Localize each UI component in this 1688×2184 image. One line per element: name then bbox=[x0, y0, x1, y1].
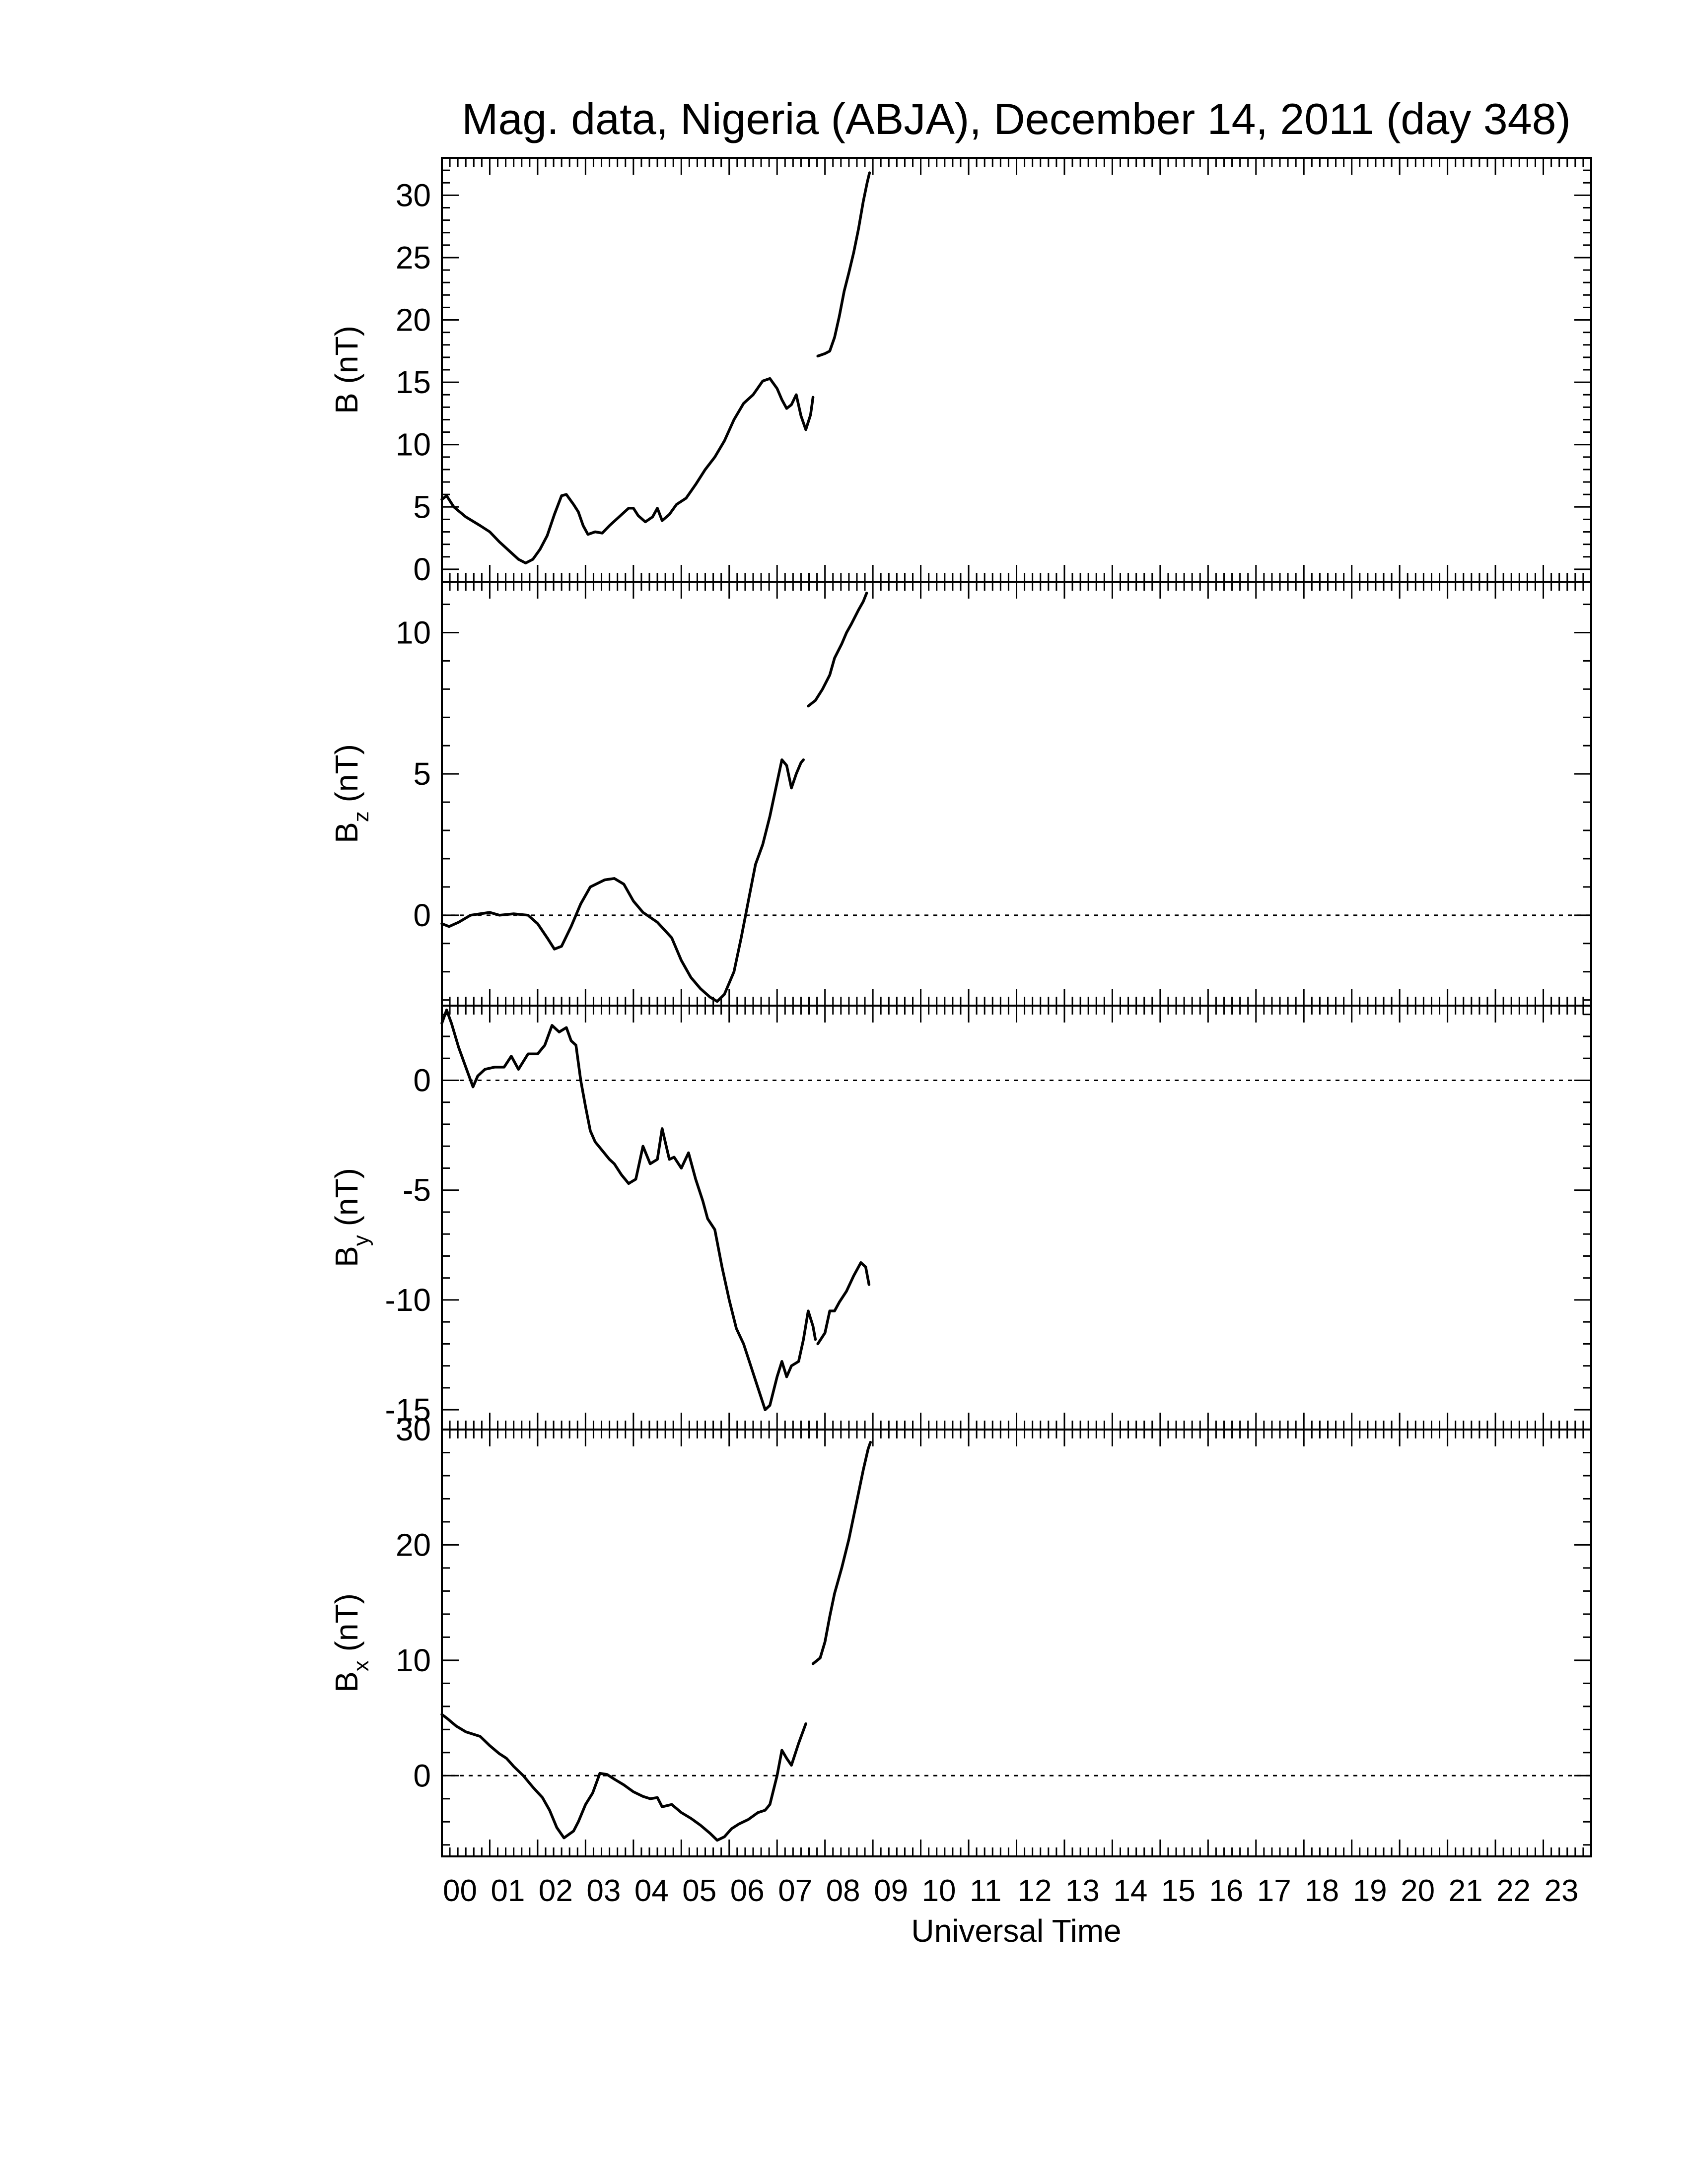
chart-panels: 0 5 10 15 20 25 30 B (nT) 0 5 10 Bz (nT) -15 -10 -5 0 By… bbox=[329, 157, 1592, 1857]
x-tick-label: 09 bbox=[874, 1874, 908, 1908]
y-tick-label: 10 bbox=[396, 1642, 431, 1678]
series-line-bz bbox=[440, 758, 805, 1003]
y-tick-label: -5 bbox=[403, 1172, 431, 1208]
y-axis-label: Bz (nT) bbox=[329, 744, 373, 843]
y-tick-label: 15 bbox=[396, 364, 431, 400]
y-axis-label: By (nT) bbox=[329, 1168, 373, 1267]
y-tick-label: 25 bbox=[396, 240, 431, 275]
y-tick-label: 30 bbox=[396, 177, 431, 213]
y-tick-label: 0 bbox=[413, 1758, 431, 1793]
y-tick-label: 0 bbox=[413, 1062, 431, 1098]
y-tick-label: 30 bbox=[396, 1412, 431, 1447]
chart-title: Mag. data, Nigeria (ABJA), December 14, … bbox=[462, 94, 1571, 143]
y-tick-label: 5 bbox=[413, 756, 431, 792]
x-tick-labels: 00 01 02 03 04 05 06 07 08 09 10 11 12 13 14 15 16 17 18 19… bbox=[443, 1874, 1579, 1908]
y-tick-label: -15 bbox=[385, 1392, 431, 1428]
x-tick-label: 19 bbox=[1353, 1874, 1387, 1908]
series-line-by bbox=[440, 1009, 817, 1411]
series-line-by bbox=[816, 1261, 871, 1346]
x-axis-label: Universal Time bbox=[911, 1913, 1121, 1949]
x-tick-label: 00 bbox=[443, 1874, 477, 1908]
x-tick-label: 17 bbox=[1257, 1874, 1291, 1908]
x-tick-label: 10 bbox=[922, 1874, 956, 1908]
series-line-bz bbox=[807, 592, 868, 708]
x-tick-label: 16 bbox=[1209, 1874, 1243, 1908]
x-tick-label: 03 bbox=[586, 1874, 621, 1908]
y-tick-label: 5 bbox=[413, 489, 431, 525]
y-tick-label: 0 bbox=[413, 551, 431, 587]
y-axis-label: B (nT) bbox=[329, 326, 364, 414]
series-line-b bbox=[440, 377, 815, 565]
x-tick-label: 01 bbox=[491, 1874, 525, 1908]
y-tick-label: 0 bbox=[413, 897, 431, 933]
x-tick-label: 13 bbox=[1065, 1874, 1100, 1908]
x-tick-label: 12 bbox=[1018, 1874, 1052, 1908]
y-tick-label: 20 bbox=[396, 302, 431, 338]
x-tick-label: 11 bbox=[970, 1874, 1001, 1908]
x-tick-label: 02 bbox=[539, 1874, 573, 1908]
series-line-bx bbox=[440, 1713, 807, 1842]
x-tick-label: 20 bbox=[1401, 1874, 1435, 1908]
panel-b: 0 5 10 15 20 25 30 B (nT) bbox=[329, 157, 1592, 587]
x-tick-label: 08 bbox=[826, 1874, 860, 1908]
x-tick-label: 18 bbox=[1305, 1874, 1339, 1908]
y-tick-label: 20 bbox=[396, 1527, 431, 1563]
x-tick-label: 14 bbox=[1113, 1874, 1147, 1908]
x-tick-label: 23 bbox=[1545, 1874, 1579, 1908]
y-tick-label: -10 bbox=[385, 1282, 431, 1318]
x-tick-label: 06 bbox=[730, 1874, 765, 1908]
x-tick-label: 22 bbox=[1496, 1874, 1531, 1908]
series-line-bx bbox=[811, 1440, 872, 1665]
y-tick-label: 10 bbox=[396, 427, 431, 463]
x-tick-label: 21 bbox=[1449, 1874, 1483, 1908]
x-tick-label: 07 bbox=[778, 1874, 812, 1908]
x-tick-label: 04 bbox=[634, 1874, 669, 1908]
x-tick-label: 05 bbox=[682, 1874, 716, 1908]
panel-bx: 0 10 20 30 Bx (nT) bbox=[329, 1412, 1592, 1857]
x-tick-label: 15 bbox=[1161, 1874, 1196, 1908]
y-axis-label: Bx (nT) bbox=[329, 1593, 373, 1693]
series-line-b bbox=[816, 171, 871, 358]
y-tick-label: 10 bbox=[396, 614, 431, 650]
